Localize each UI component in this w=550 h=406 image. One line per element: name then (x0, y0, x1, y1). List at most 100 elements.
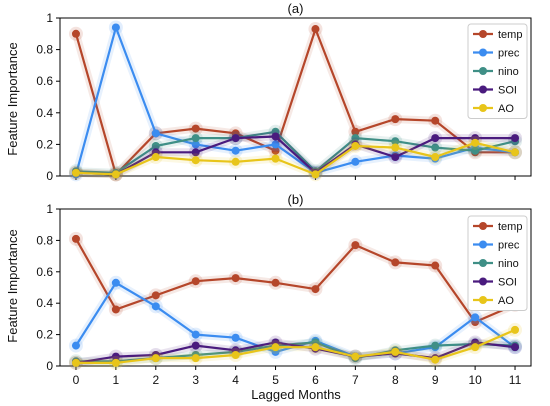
data-point (71, 234, 80, 243)
data-point (391, 153, 400, 162)
data-point (191, 156, 200, 165)
data-point (431, 134, 440, 143)
legend-swatch-marker (479, 104, 487, 112)
data-point (391, 115, 400, 124)
data-point (71, 29, 80, 38)
x-tick-label: 7 (352, 373, 359, 387)
data-point (111, 23, 120, 32)
data-point (431, 143, 440, 152)
data-point (471, 313, 480, 322)
data-point (191, 148, 200, 157)
data-point (391, 347, 400, 356)
data-point (191, 277, 200, 286)
data-point (271, 140, 280, 149)
x-tick-label: 1 (113, 373, 120, 387)
data-point (271, 343, 280, 352)
series-line (74, 28, 515, 176)
data-point (431, 116, 440, 125)
data-point (151, 291, 160, 300)
y-tick-label: 1 (46, 11, 53, 25)
legend-swatch-marker (479, 277, 487, 286)
legend-label: prec (498, 48, 520, 60)
panel-a: (a) 0 0.2 0.4 0.6 0.8 1 temp prec nino SOI AO (36, 1, 532, 183)
y-tick-label: 0.2 (36, 137, 53, 151)
x-tick-label: 10 (468, 373, 482, 387)
x-tick-label: 9 (432, 373, 439, 387)
legend-label: AO (498, 103, 514, 115)
data-point (151, 302, 160, 311)
data-point (111, 278, 120, 287)
y-axis-label-b: Feature Importance (5, 229, 20, 342)
x-tick-label: 6 (312, 373, 319, 387)
series-line (75, 130, 516, 174)
data-point (391, 143, 400, 152)
y-tick-label: 0.6 (36, 74, 53, 88)
y-tick-label: 0.4 (36, 296, 53, 310)
series-AO (68, 135, 523, 182)
series-line (75, 141, 516, 176)
x-tick-label: 11 (509, 373, 522, 387)
legend-swatch-marker (479, 30, 487, 38)
data-point (511, 134, 520, 143)
y-tick-label: 1 (46, 202, 53, 216)
data-point (151, 153, 160, 162)
panel-b: (b)00.20.40.60.810 1 2 3 4 5 6 7 8 9 10 11tempprecn… (36, 192, 532, 387)
legend-swatch-marker (479, 85, 487, 94)
data-point (471, 146, 480, 155)
legend-swatch-marker (479, 222, 487, 230)
data-point (391, 137, 400, 146)
y-tick-label: 0 (46, 359, 53, 373)
data-point (191, 341, 200, 350)
legend-label: temp (498, 29, 522, 41)
legend-label: nino (498, 66, 519, 78)
data-point (351, 134, 360, 143)
y-tick-label: 0.8 (36, 43, 53, 57)
data-point (191, 134, 200, 143)
data-point (231, 274, 240, 283)
data-point (231, 351, 240, 360)
data-point (471, 138, 480, 147)
data-point (271, 132, 280, 141)
data-point (271, 278, 280, 287)
data-point (431, 261, 440, 270)
legend-label: prec (498, 240, 520, 252)
data-point (351, 241, 360, 250)
data-point (231, 333, 240, 342)
data-point (391, 258, 400, 267)
data-point (511, 325, 520, 334)
data-point (311, 343, 320, 352)
data-point (71, 358, 80, 367)
data-point (71, 168, 80, 177)
series-line-glow (72, 236, 517, 326)
data-point (231, 157, 240, 166)
data-point (271, 154, 280, 163)
series-AO (68, 322, 523, 370)
legend-label: SOI (498, 85, 517, 97)
data-point (151, 354, 160, 363)
legend-label: AO (498, 295, 514, 307)
data-point (431, 355, 440, 364)
plot-frame (59, 208, 532, 367)
data-point (431, 341, 440, 350)
x-tick-label: 0 (73, 373, 80, 387)
legend-label: nino (498, 258, 519, 270)
panel-title: (b) (288, 192, 304, 207)
data-point (111, 170, 120, 179)
y-tick-label: 0.2 (36, 328, 53, 342)
legend-swatch-marker (479, 67, 487, 75)
data-point (351, 157, 360, 166)
data-point (191, 330, 200, 339)
y-tick-label: 0.8 (36, 233, 53, 247)
series-line (75, 341, 516, 364)
data-point (431, 153, 440, 162)
x-tick-label: 2 (152, 373, 159, 387)
x-tick-label: 4 (232, 373, 239, 387)
data-point (311, 170, 320, 179)
legend-swatch-marker (479, 48, 487, 57)
data-point (351, 141, 360, 150)
series-line (74, 26, 516, 175)
legend-label: temp (498, 221, 522, 233)
series-temp (68, 231, 523, 330)
data-point (191, 354, 200, 363)
